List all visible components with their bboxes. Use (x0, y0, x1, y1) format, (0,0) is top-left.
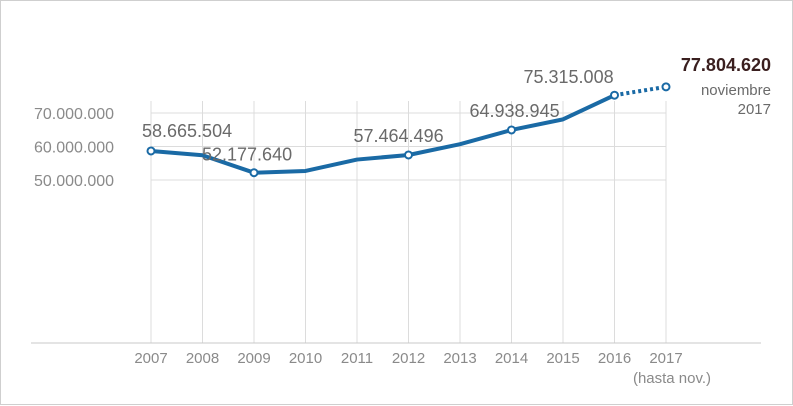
x-tick-label: 2012 (392, 350, 425, 367)
x-tick-label: 2015 (546, 350, 579, 367)
data-points (146, 82, 671, 178)
series-lines (149, 84, 667, 175)
data-label: 57.464.496 (354, 126, 444, 146)
data-label: 58.665.504 (142, 121, 232, 141)
x-tick-label: 2010 (289, 350, 322, 367)
highlight-note: 2017 (738, 101, 771, 118)
y-tick-label: 50.000.000 (34, 173, 114, 190)
y-tick-label: 60.000.000 (34, 140, 114, 157)
data-point (146, 146, 156, 156)
data-labels: 58.665.504 52.177.640 57.464.496 64.938.945… (142, 67, 614, 165)
x-tick-label: 2009 (237, 350, 270, 367)
grid-lines (31, 101, 761, 344)
x-tick-label: 2013 (443, 350, 476, 367)
x-tick-label: 2008 (186, 350, 219, 367)
x-tick-label: 2011 (341, 350, 373, 367)
data-label: 75.315.008 (524, 67, 614, 87)
data-label: 64.938.945 (470, 101, 560, 121)
x-axis: 2007 2008 2009 2010 2011 2012 2013 2014 2015 2016… (134, 350, 711, 387)
highlight-value: 77.804.620 (681, 55, 771, 75)
data-point (507, 125, 516, 135)
data-point (661, 82, 671, 92)
x-tick-label: 2016 (598, 350, 631, 367)
x-tick-sublabel: (hasta nov.) (633, 370, 711, 387)
series-line-solid (149, 93, 617, 175)
data-point (249, 168, 259, 178)
x-tick-label: 2014 (495, 350, 528, 367)
series-line-dashed (614, 84, 667, 98)
highlight-note: noviembre (701, 82, 771, 99)
y-axis: 70.000.000 60.000.000 50.000.000 (34, 106, 114, 190)
data-label: 52.177.640 (202, 145, 292, 165)
x-tick-label: 2017 (649, 350, 682, 367)
highlight-annotation: 77.804.620 noviembre 2017 (681, 55, 771, 118)
x-tick-label: 2007 (134, 350, 167, 367)
data-point (610, 90, 619, 100)
y-tick-label: 70.000.000 (34, 106, 114, 123)
data-point (404, 150, 413, 160)
